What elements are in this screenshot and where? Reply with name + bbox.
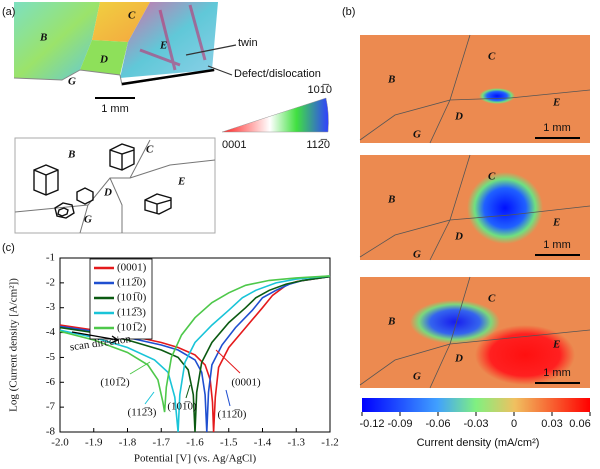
grain-label: B: [387, 316, 395, 328]
y-tick-label: -2: [46, 276, 55, 288]
x-tick-label: -1.4: [254, 437, 272, 449]
scale-bar-label: 1 mm: [543, 239, 571, 251]
legend-label: (101̅2): [117, 322, 147, 334]
grain-label: B: [67, 149, 75, 161]
grain-label: D: [454, 231, 463, 243]
series-line: [59, 275, 331, 433]
grain-label: C: [488, 51, 496, 63]
grain-label: D: [99, 54, 108, 66]
legend-label: (112̅3): [117, 307, 146, 319]
grain-label: C: [128, 10, 136, 22]
annotation: twin: [238, 37, 258, 49]
scale-bar-label: 1 mm: [543, 122, 571, 134]
ipf-label: 112̅0: [306, 139, 330, 151]
grain-label: D: [454, 353, 463, 365]
grain-label: C: [488, 171, 496, 183]
legend-label: (101̅0): [117, 292, 147, 304]
y-tick-label: -6: [46, 376, 56, 388]
y-axis-title: Log (Current density [A/cm²]): [8, 278, 20, 412]
scale-bar-label: 1 mm: [101, 103, 129, 115]
colorbar-tick-label: 0.03: [541, 418, 562, 430]
pointer: [144, 391, 155, 405]
series-line: [59, 275, 331, 433]
series-line: [59, 275, 331, 433]
ipf-label: 0001: [222, 139, 246, 151]
grain-label: G: [413, 129, 421, 141]
grain-label: E: [552, 339, 560, 351]
colorbar-tick-label: 0: [511, 418, 517, 430]
annotation: (112̅3): [128, 407, 157, 419]
panel-label: (b): [342, 6, 355, 18]
x-tick-label: -1.9: [85, 437, 103, 449]
grain-label: E: [159, 40, 167, 52]
scale-bar-label: 1 mm: [543, 367, 571, 379]
grain-label: D: [454, 111, 463, 123]
grain-label: B: [387, 74, 395, 86]
y-tick-label: -1: [46, 252, 55, 264]
annotation: (0001): [231, 377, 261, 389]
colorbar-tick-label: -0.09: [387, 418, 412, 430]
annotation: (112̅0): [218, 409, 247, 421]
colorbar-tick-label: -0.06: [425, 418, 450, 430]
annotation: (101̅2): [100, 377, 130, 389]
legend-label: (112̅0): [117, 277, 146, 289]
pointer: [215, 349, 241, 374]
colorbar-tick-label: -0.12: [359, 418, 384, 430]
grain-label: C: [146, 144, 154, 156]
y-tick-label: -5: [46, 351, 56, 363]
x-tick-label: -1.5: [220, 437, 238, 449]
grain-sketch: [14, 137, 216, 234]
grain-label: D: [103, 187, 112, 199]
annotation: (101̅0): [167, 401, 197, 413]
grain-label: G: [413, 249, 421, 261]
x-tick-label: -1.2: [321, 437, 338, 449]
grain-label: G: [84, 214, 92, 226]
x-tick-label: -1.8: [119, 437, 137, 449]
panel-label: (c): [2, 242, 15, 254]
grain-label: E: [177, 176, 185, 188]
ipf-label: 101̅0: [308, 84, 332, 96]
grain-label: E: [552, 97, 560, 109]
ebsd-map: [13, 2, 329, 133]
x-tick-label: -1.3: [288, 437, 306, 449]
current-maps: [359, 34, 591, 412]
pointer: [225, 389, 231, 407]
grain-label: C: [488, 293, 496, 305]
panel-label: (a): [2, 6, 15, 18]
pointer: [129, 361, 151, 375]
x-tick-label: -1.6: [186, 437, 204, 449]
grain-label: G: [413, 371, 421, 383]
grain-label: E: [552, 217, 560, 229]
arrow: [71, 331, 120, 344]
grain-label: G: [68, 76, 76, 88]
colorbar-tick-label: -0.03: [463, 418, 488, 430]
x-tick-label: -1.7: [153, 437, 171, 449]
y-tick-label: -4: [46, 326, 56, 338]
x-tick-label: -2.0: [51, 437, 69, 449]
grain-label: B: [39, 32, 47, 44]
y-tick-label: -7: [46, 401, 56, 413]
colorbar-label: Current density (mA/cm²): [417, 437, 540, 449]
colorbar-tick-label: 0.06: [569, 418, 590, 430]
legend-label: (0001): [117, 262, 147, 274]
y-tick-label: -3: [46, 301, 56, 313]
x-axis-title: Potential [V] (vs. Ag/AgCl): [134, 453, 257, 465]
grain-label: B: [387, 194, 395, 206]
series-line: [59, 275, 331, 413]
pointer: [185, 384, 191, 399]
annotation: Defect/dislocation: [234, 68, 321, 80]
y-tick-label: -8: [46, 426, 56, 438]
